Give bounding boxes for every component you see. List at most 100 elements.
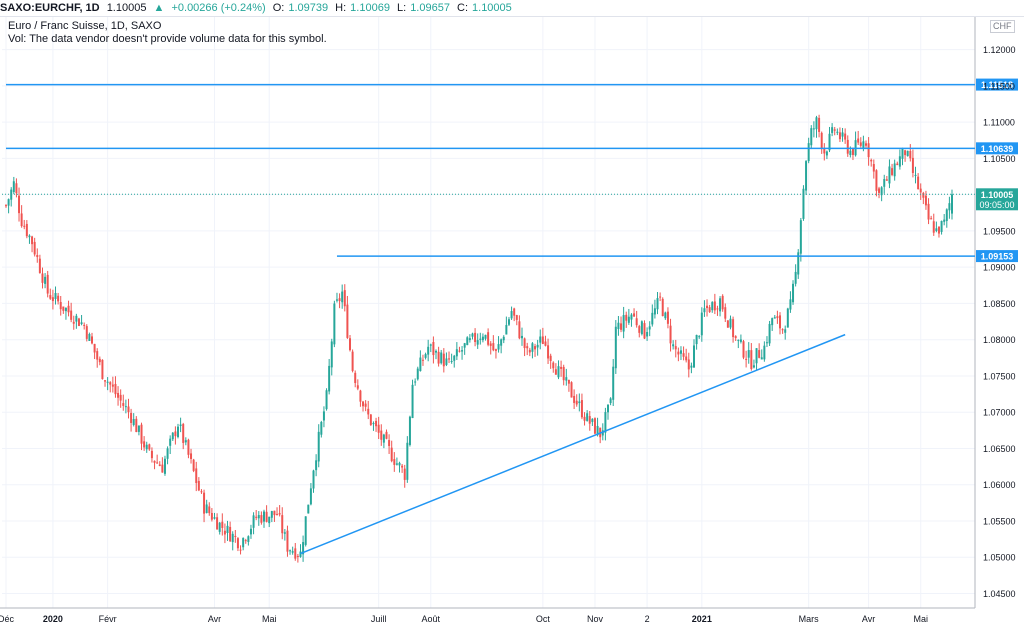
open-value: 1.09739 bbox=[288, 2, 329, 14]
candle-body bbox=[369, 414, 372, 425]
candle-body bbox=[179, 424, 182, 426]
candle-body bbox=[440, 352, 443, 364]
candle-body bbox=[286, 530, 289, 552]
candle-body bbox=[356, 385, 359, 389]
time-tick-label: Oct bbox=[536, 614, 551, 624]
currency-unit-badge[interactable]: CHF bbox=[990, 20, 1015, 33]
candle-body bbox=[666, 311, 669, 324]
price-tick-label: 1.10500 bbox=[983, 154, 1016, 164]
candle-body bbox=[382, 434, 385, 443]
candle-body bbox=[15, 183, 18, 194]
candle-body bbox=[296, 556, 299, 558]
horizontal-line-price-badge bbox=[976, 142, 1018, 155]
trend-line[interactable] bbox=[300, 333, 846, 555]
candle-body bbox=[364, 403, 367, 407]
candle-body bbox=[455, 349, 458, 357]
price-tick-label: 1.06500 bbox=[983, 444, 1016, 454]
candle-body bbox=[643, 323, 646, 339]
candle-body bbox=[171, 432, 174, 440]
candle-body bbox=[200, 491, 203, 493]
time-tick-label: 2021 bbox=[692, 614, 712, 624]
candle-body bbox=[169, 438, 172, 446]
candle-body bbox=[362, 401, 365, 407]
symbol-label[interactable]: SAXO:EURCHF, 1D bbox=[0, 2, 100, 14]
candle-body bbox=[742, 341, 745, 358]
candle-body bbox=[476, 340, 479, 345]
candle-body bbox=[304, 516, 307, 545]
candle-body bbox=[745, 358, 748, 360]
price-chart[interactable]: 1.11518 1.10639 1.09153 1.12000 1.11500 1.110… bbox=[0, 17, 1024, 636]
candle-body bbox=[150, 450, 153, 459]
candle-body bbox=[75, 315, 78, 322]
candle-body bbox=[687, 359, 690, 370]
time-tick-label: Août bbox=[422, 614, 441, 624]
candle-body bbox=[625, 314, 628, 321]
candle-body bbox=[674, 346, 677, 350]
candle-body bbox=[831, 127, 834, 133]
candle-body bbox=[7, 199, 10, 206]
candle-body bbox=[737, 339, 740, 341]
candle-body bbox=[474, 332, 477, 343]
candle-body bbox=[393, 459, 396, 465]
candle-body bbox=[479, 338, 482, 340]
candle-body bbox=[906, 150, 909, 157]
price-change: +0.00266 (+0.24%) bbox=[171, 2, 266, 14]
price-tick-label: 1.11000 bbox=[983, 118, 1015, 128]
candle-body bbox=[101, 359, 104, 380]
candle-body bbox=[922, 192, 925, 198]
candle-body bbox=[216, 517, 219, 530]
candle-body bbox=[249, 528, 252, 535]
candle-body bbox=[617, 322, 620, 330]
candle-body bbox=[880, 187, 883, 196]
price-tick-label: 1.11500 bbox=[983, 81, 1015, 91]
candle-body bbox=[888, 166, 891, 184]
time-tick-label: Mars bbox=[799, 614, 819, 624]
candle-body bbox=[208, 506, 211, 514]
candle-body bbox=[607, 404, 609, 413]
candle-body bbox=[711, 302, 714, 311]
candle-body bbox=[807, 143, 810, 162]
candle-body bbox=[461, 350, 464, 352]
candle-body bbox=[773, 317, 776, 319]
candle-body bbox=[528, 349, 531, 353]
candle-body bbox=[539, 336, 542, 343]
candle-body bbox=[247, 536, 250, 542]
candle-body bbox=[341, 291, 344, 303]
candle-body bbox=[231, 533, 234, 543]
candle-body bbox=[5, 205, 7, 207]
candle-body bbox=[320, 421, 323, 435]
candle-body bbox=[273, 510, 276, 516]
candle-body bbox=[427, 346, 430, 355]
candle-body bbox=[487, 332, 490, 345]
candle-body bbox=[380, 430, 383, 440]
candle-body bbox=[234, 535, 237, 537]
candle-body bbox=[883, 179, 886, 187]
candle-body bbox=[771, 318, 774, 326]
candle-body bbox=[870, 159, 873, 162]
candle-body bbox=[724, 307, 727, 319]
candle-body bbox=[328, 365, 331, 392]
candle-body bbox=[260, 515, 263, 523]
candle-body bbox=[781, 329, 784, 331]
candle-body bbox=[117, 392, 120, 398]
candle-body bbox=[132, 418, 135, 425]
candle-body bbox=[716, 308, 719, 310]
candle-body bbox=[911, 157, 914, 173]
candle-body bbox=[502, 336, 505, 341]
candle-body bbox=[875, 170, 878, 191]
time-tick-label: 2 bbox=[645, 614, 650, 624]
time-tick-label: Avr bbox=[208, 614, 221, 624]
candle-body bbox=[627, 316, 630, 323]
candle-body bbox=[395, 463, 398, 465]
candle-body bbox=[57, 295, 60, 302]
candle-body bbox=[896, 163, 899, 166]
candle-body bbox=[67, 305, 70, 313]
candle-body bbox=[917, 176, 920, 190]
candle-body bbox=[414, 381, 417, 383]
candle-body bbox=[484, 334, 487, 339]
candle-body bbox=[401, 465, 404, 468]
candle-body bbox=[523, 338, 526, 349]
price-tick-label: 1.09000 bbox=[983, 263, 1016, 273]
candle-body bbox=[458, 350, 461, 352]
candle-body bbox=[54, 293, 57, 299]
